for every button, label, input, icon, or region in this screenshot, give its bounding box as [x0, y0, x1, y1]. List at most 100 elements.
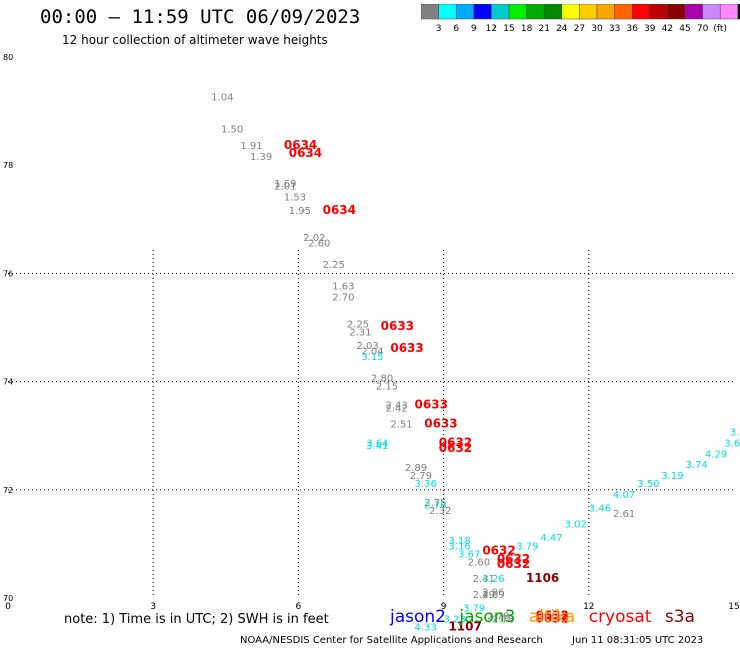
wave-height-label: 2.60: [468, 558, 490, 569]
colorbar-swatch: [737, 4, 740, 20]
colorbar-label: 18: [521, 24, 533, 34]
wave-height-label: 3.41: [366, 441, 388, 452]
legend-item-altika: altika: [528, 607, 576, 627]
x-tick-label: 3: [150, 602, 156, 612]
colorbar-label: (ft): [713, 24, 727, 34]
x-tick-label: 9: [441, 602, 447, 612]
colorbar-label: 6: [453, 24, 459, 34]
wave-height-label: 2.76: [424, 501, 446, 512]
legend-item-jason2: jason2: [390, 607, 446, 627]
wave-height-label: 2.79: [410, 471, 432, 482]
pass-time-label: 0633: [415, 398, 448, 412]
pass-time-label: 0633: [424, 417, 457, 431]
x-tick-label: 12: [583, 602, 594, 612]
legend-item-jason3: jason3: [459, 607, 516, 627]
wave-height-label: 2.60: [308, 238, 330, 249]
y-tick-label: 80: [3, 53, 13, 62]
wave-height-label: 2.02: [303, 233, 325, 244]
wave-height-label: 1.63: [332, 282, 354, 293]
wave-height-label: 1.39: [250, 152, 272, 163]
wave-height-label: 3.19: [661, 471, 683, 482]
pass-time-label: 0632: [536, 611, 569, 625]
y-tick-label: 78: [3, 161, 13, 170]
colorbar-label: 30: [591, 24, 603, 34]
wave-height-label: 3.79: [463, 604, 485, 615]
wave-height-label: 4.33: [415, 622, 437, 633]
pass-time-label: 0633: [390, 341, 423, 355]
wave-height-label: 3.46: [589, 503, 611, 514]
pass-time-label: 0634: [284, 138, 317, 152]
wave-height-label: 3.15: [361, 352, 383, 363]
wave-height-label: 1.91: [240, 141, 262, 152]
wave-height-label: 2.15: [376, 382, 398, 393]
colorbar-label: 36: [626, 24, 638, 34]
x-tick-label: 6: [296, 602, 302, 612]
pass-time-label: 0632: [497, 552, 530, 566]
wave-height-label: 3.50: [637, 479, 659, 490]
wave-height-label: 3.64: [366, 439, 388, 450]
wave-height-label: 2.43: [386, 401, 408, 412]
wave-height-label: 1.04: [211, 92, 233, 103]
wave-height-label: 4.47: [540, 533, 562, 544]
y-tick-label: 76: [3, 269, 13, 278]
wave-height-label: 2.51: [390, 420, 412, 431]
pass-time-label: 0632: [439, 436, 472, 450]
colorbar-label: 12: [486, 24, 497, 34]
legend-item-s3a: s3a: [664, 607, 695, 627]
pass-time-label: 0633: [381, 319, 414, 333]
wave-height-label: 2.89: [405, 463, 427, 474]
wave-height-label: 3.74: [686, 460, 708, 471]
colorbar-label: 24: [556, 24, 568, 34]
wave-height-label: 2.49: [473, 590, 495, 601]
chart-title: 00:00 – 11:59 UTC 06/09/2023: [40, 6, 361, 28]
colorbar-label: 21: [538, 24, 549, 34]
wave-height-label: 1.69: [274, 179, 296, 190]
wave-height-label: 3.67: [458, 549, 480, 560]
wave-height-label: 4.07: [613, 490, 635, 501]
wave-height-label: 3.26: [482, 574, 504, 585]
wave-height-label: 2.61: [613, 509, 635, 520]
satellite-legend: jason2 jason3 altika cryosat s3a: [390, 607, 703, 627]
pass-time-label: 0634: [323, 203, 356, 217]
wave-height-label: 3.02: [565, 520, 587, 531]
wave-height-label: 1.95: [289, 206, 311, 217]
wave-height-label: 2.70: [332, 292, 354, 303]
footer-timestamp: Jun 11 08:31:05 UTC 2023: [572, 635, 704, 646]
footnote: note: 1) Time is in UTC; 2) SWH is in fe…: [64, 612, 329, 627]
colorbar-label: 33: [609, 24, 620, 34]
y-tick-label: 72: [3, 486, 13, 495]
wave-height-label: 2.32: [429, 506, 451, 517]
wave-height-label: 2.03: [356, 341, 378, 352]
wave-height-label: 3.60: [724, 439, 740, 450]
legend-item-cryosat: cryosat: [588, 607, 652, 627]
wave-height-label: 2.78: [487, 612, 509, 623]
pass-time-label: 0632: [536, 609, 569, 623]
colorbar-label: 3: [436, 24, 442, 34]
chart-subtitle: 12 hour collection of altimeter wave hei…: [62, 33, 328, 47]
wave-height-label: 2.69: [482, 590, 504, 601]
footer-org: NOAA/NESDIS Center for Satellite Applica…: [240, 635, 543, 646]
pass-time-label: 0632: [482, 544, 515, 558]
pass-time-label: 0634: [289, 146, 322, 160]
wave-height-label: 1.50: [221, 125, 243, 136]
colorbar-label: 15: [503, 24, 514, 34]
color-scale-legend: 3 6 9 12 15 18 21 24 27 30 33 36 39 42 45 70 (ft): [421, 4, 740, 34]
pass-time-label: 0632: [497, 557, 530, 571]
colorbar-label: 39: [644, 24, 656, 34]
pass-time-label: 1107: [448, 619, 481, 633]
wave-height-label: 2.78: [492, 614, 514, 625]
wave-height-label: 2.31: [349, 328, 371, 339]
footer: NOAA/NESDIS Center for Satellite Applica…: [240, 635, 729, 646]
wave-height-label: 2.41: [473, 574, 495, 585]
wave-height-label: 2.04: [361, 347, 383, 358]
colorbar-label: 27: [574, 24, 585, 34]
wave-height-label: 2.80: [371, 374, 393, 385]
pass-time-label: 1106: [526, 571, 559, 585]
wave-height-label: 2.01: [274, 182, 296, 193]
y-tick-label: 70: [3, 594, 13, 603]
wave-height-label: 2.75: [424, 498, 446, 509]
wave-height-label: 3.16: [448, 541, 470, 552]
x-tick-label: 15: [728, 602, 739, 612]
wave-height-label: 3.18: [448, 536, 470, 547]
